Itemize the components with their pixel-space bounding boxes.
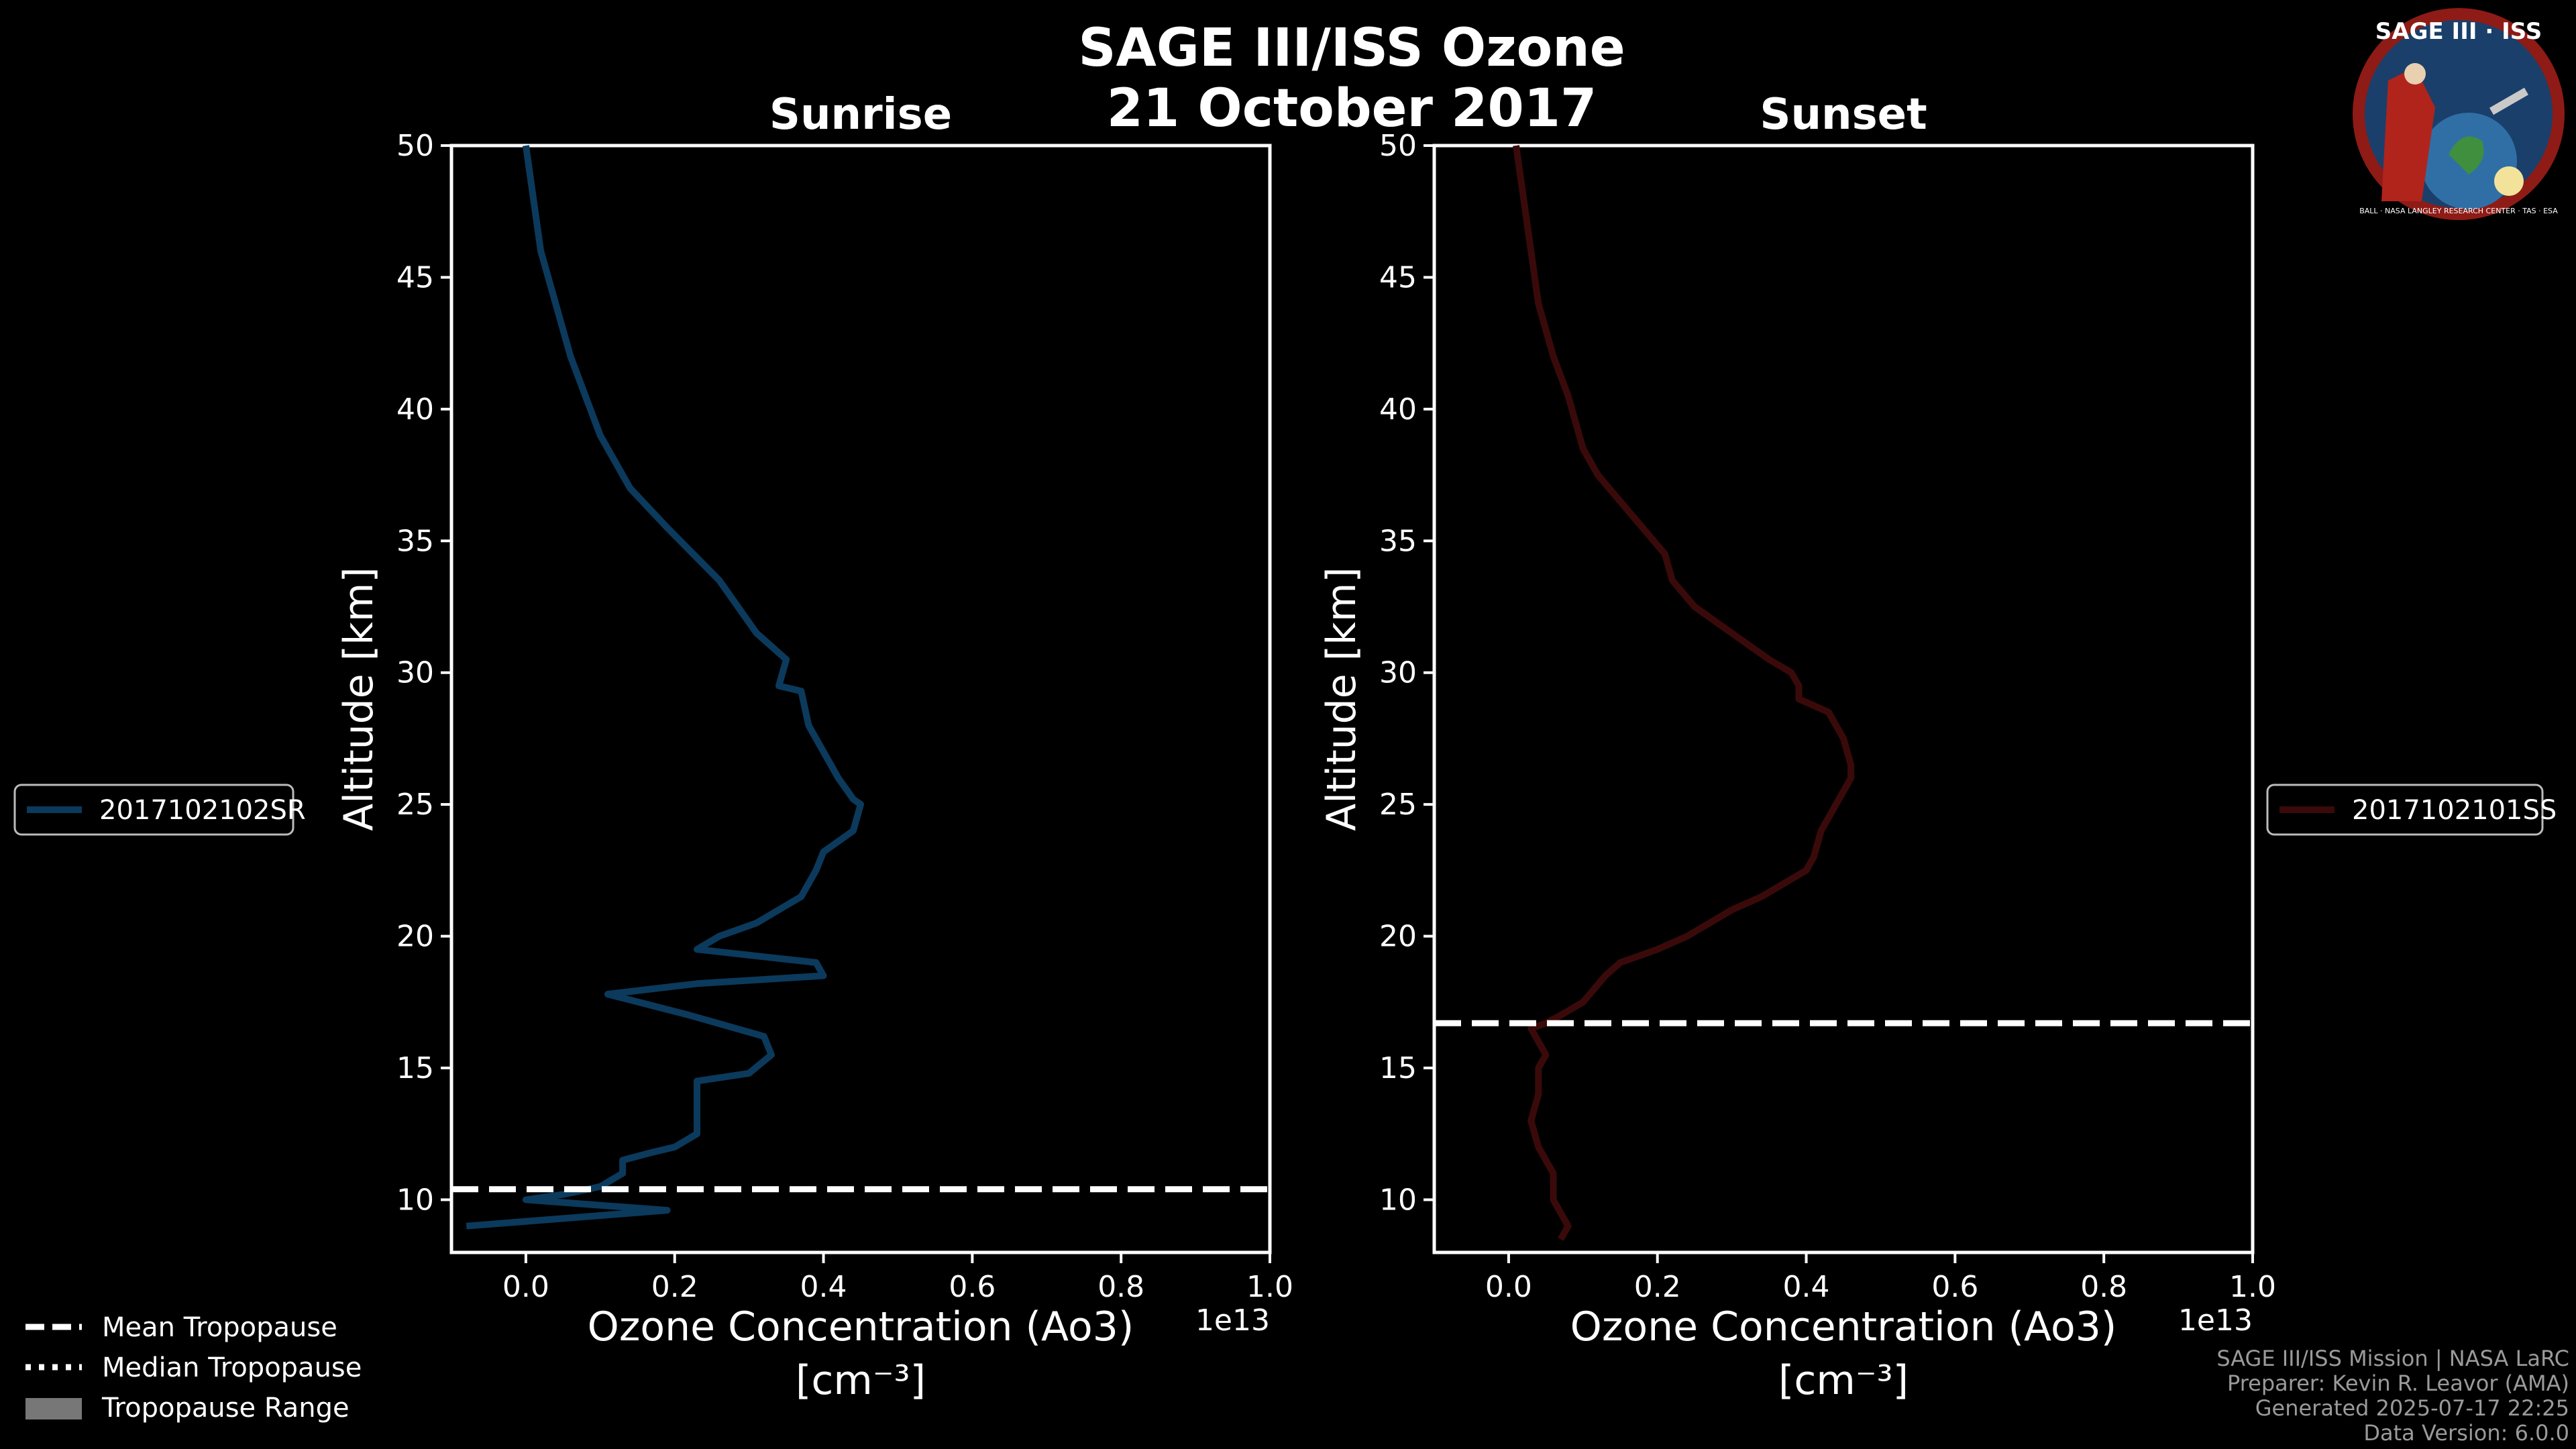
sunrise-y-tick-label: 20 <box>396 920 434 954</box>
sunrise-legend-box <box>13 784 294 836</box>
tropopause-range-label: Tropopause Range <box>101 1393 350 1424</box>
figure-date: 21 October 2017 <box>1107 78 1597 139</box>
logo-ring-text: BALL · NASA LANGLEY RESEARCH CENTER · TA… <box>2359 207 2558 215</box>
sunrise-legend: 2017102102SR <box>13 784 306 836</box>
sunset-y-tick-label: 30 <box>1379 656 1417 690</box>
sunset-y-tick-label: 45 <box>1379 260 1417 294</box>
credit-preparer: Preparer: Kevin R. Leavor (AMA) <box>2227 1371 2569 1396</box>
sunset-x-tick-label: 0.8 <box>2080 1270 2127 1304</box>
sunset-x-tick-label: 1.0 <box>2229 1270 2276 1304</box>
sunset-x-tick-label: 0.2 <box>1634 1270 1681 1304</box>
sunset-legend-box <box>2266 784 2544 836</box>
logo-sun-icon <box>2494 166 2524 196</box>
sunset-y-tick-label: 25 <box>1379 788 1417 822</box>
median-tropopause-label: Median Tropopause <box>102 1352 362 1383</box>
sage-logo: SAGE III · ISS BALL · NASA LANGLEY RESEA… <box>2353 8 2565 220</box>
sunrise-y-tick-label: 10 <box>396 1183 434 1217</box>
figure-title: SAGE III/ISS Ozone <box>1078 18 1625 78</box>
sunrise-y-tick-label: 40 <box>396 392 434 427</box>
tropopause-legend: Mean Tropopause Median Tropopause Tropop… <box>25 1312 362 1424</box>
credit-mission: SAGE III/ISS Mission | NASA LaRC <box>2216 1346 2569 1371</box>
logo-iss-icon <box>2489 87 2528 115</box>
logo-head-icon <box>2404 63 2426 85</box>
sunset-x-axis-units: [cm⁻³] <box>1778 1357 1909 1404</box>
tropopause-range-swatch <box>25 1398 82 1419</box>
sunrise-x-axis-units: [cm⁻³] <box>796 1357 926 1404</box>
sunset-plot-frame <box>1432 144 2255 1254</box>
credits: SAGE III/ISS Mission | NASA LaRC Prepare… <box>2216 1346 2569 1446</box>
sunrise-y-tick-label: 45 <box>396 260 434 294</box>
sunrise-y-tick-label: 35 <box>396 524 434 558</box>
sunset-x-tick-label: 0.4 <box>1783 1270 1830 1304</box>
logo-text: SAGE III · ISS <box>2375 18 2542 45</box>
sunset-x-multiplier: 1e13 <box>2178 1303 2253 1338</box>
sunrise-x-tick-label: 0.6 <box>949 1270 996 1304</box>
sunset-legend-label: 2017102101SS <box>2352 795 2557 826</box>
sunset-x-tick-label: 0.0 <box>1485 1270 1532 1304</box>
sunset-y-axis-label: Altitude [km] <box>1318 567 1365 831</box>
logo-land-icon <box>2449 136 2484 174</box>
sunrise-x-tick-label: 1.0 <box>1246 1270 1293 1304</box>
sunrise-y-tick-label: 15 <box>396 1051 434 1085</box>
sunset-x-axis-label: Ozone Concentration (Ao3) <box>1570 1303 2117 1350</box>
sunrise-y-ticks: 10 15 20 25 30 35 40 45 50 <box>396 129 451 1217</box>
credit-generated: Generated 2025-07-17 22:25 <box>2255 1395 2569 1421</box>
sunset-y-tick-label: 50 <box>1379 129 1417 163</box>
sunrise-x-tick-label: 0.2 <box>651 1270 698 1304</box>
sunset-legend: 2017102101SS <box>2266 784 2557 836</box>
sunset-title: Sunset <box>1760 90 1927 140</box>
sunset-y-tick-label: 15 <box>1379 1051 1417 1085</box>
sunrise-y-tick-label: 25 <box>396 788 434 822</box>
sunrise-x-ticks: 0.0 0.2 0.4 0.6 0.8 1.0 <box>502 1252 1293 1304</box>
sunrise-x-tick-label: 0.4 <box>800 1270 847 1304</box>
sunset-y-tick-label: 40 <box>1379 392 1417 427</box>
sunrise-x-multiplier: 1e13 <box>1195 1303 1270 1338</box>
sunrise-y-tick-label: 30 <box>396 656 434 690</box>
sunrise-ozone-profile-line <box>466 145 864 1230</box>
logo-figure-icon <box>2381 67 2435 201</box>
sunrise-plot-frame <box>449 144 1272 1254</box>
sunset-x-ticks: 0.0 0.2 0.4 0.6 0.8 1.0 <box>1485 1252 2276 1304</box>
sunset-y-tick-label: 35 <box>1379 524 1417 558</box>
sunset-ozone-profile-line <box>1513 145 1855 1241</box>
sunset-y-ticks: 10 15 20 25 30 35 40 45 50 <box>1379 129 1434 1217</box>
sunrise-x-axis-label: Ozone Concentration (Ao3) <box>588 1303 1134 1350</box>
sunrise-y-axis-label: Altitude [km] <box>335 567 382 831</box>
mean-tropopause-label: Mean Tropopause <box>102 1312 337 1343</box>
credit-data-version: Data Version: 6.0.0 <box>2363 1420 2569 1446</box>
sunrise-y-tick-label: 50 <box>396 129 434 163</box>
sunrise-x-tick-label: 0.8 <box>1097 1270 1144 1304</box>
sunrise-legend-label: 2017102102SR <box>99 795 306 826</box>
sunset-y-tick-label: 10 <box>1379 1183 1417 1217</box>
sunset-x-tick-label: 0.6 <box>1931 1270 1978 1304</box>
sunrise-x-tick-label: 0.0 <box>502 1270 549 1304</box>
sunset-y-tick-label: 20 <box>1379 920 1417 954</box>
sunrise-title: Sunrise <box>769 90 952 140</box>
